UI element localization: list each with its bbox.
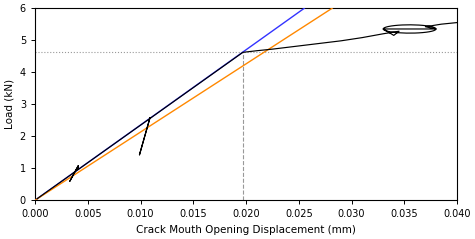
Y-axis label: Load (kN): Load (kN) — [4, 79, 14, 129]
X-axis label: Crack Mouth Opening Displacement (mm): Crack Mouth Opening Displacement (mm) — [136, 225, 356, 235]
